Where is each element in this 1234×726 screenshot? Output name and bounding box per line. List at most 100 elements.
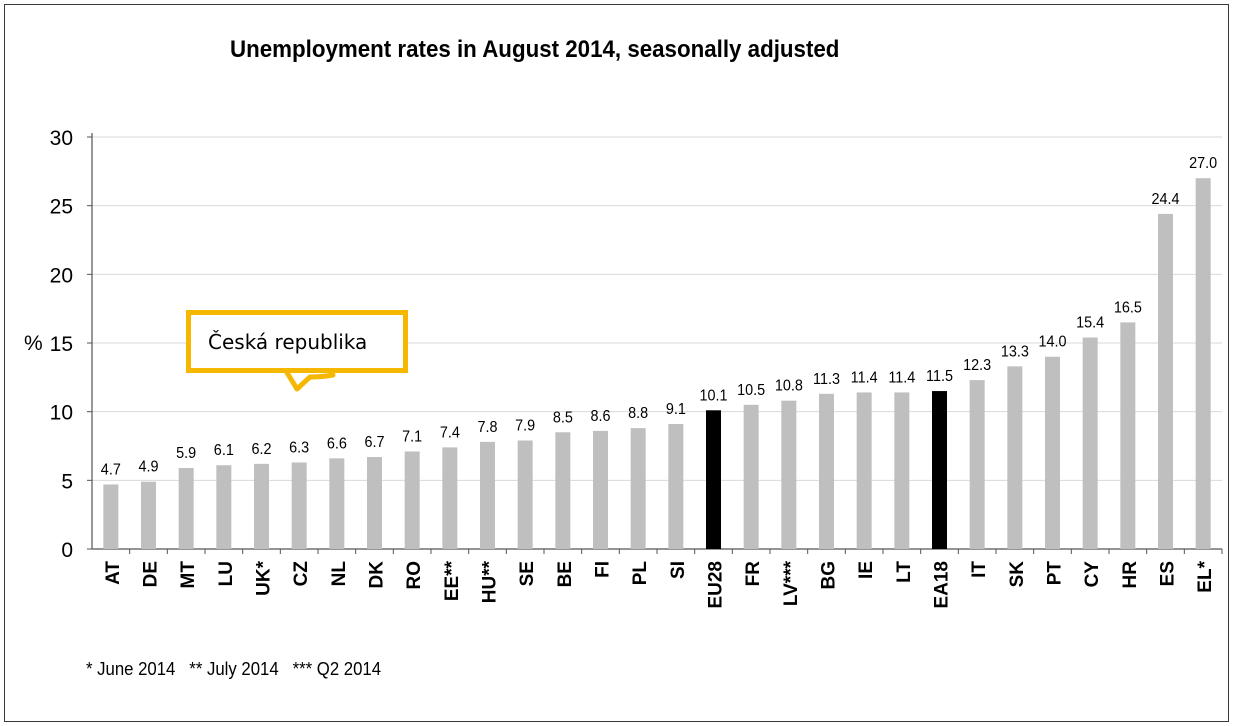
bar — [329, 458, 345, 549]
data-label: 4.9 — [138, 458, 158, 476]
x-tick-label: IT — [969, 561, 990, 578]
x-tick-label: SE — [517, 561, 538, 586]
x-tick-label: FR — [743, 561, 764, 587]
bar — [442, 447, 458, 549]
x-tick-label: NL — [329, 561, 350, 587]
data-label: 11.4 — [888, 369, 915, 387]
callout-pointer — [283, 368, 336, 392]
data-label: 16.5 — [1114, 299, 1142, 317]
x-tick-label: RO — [404, 561, 425, 590]
bar — [1045, 356, 1060, 549]
bar — [969, 380, 985, 549]
data-label: 12.3 — [963, 356, 991, 374]
bar — [1007, 366, 1023, 549]
data-label: 6.6 — [327, 435, 347, 453]
bar — [706, 410, 721, 549]
y-tick-label: 25 — [50, 196, 73, 219]
bar — [668, 424, 684, 549]
bar — [630, 428, 646, 549]
data-label: 6.7 — [364, 433, 384, 451]
data-label: 4.7 — [101, 461, 121, 479]
x-tick-label: DK — [367, 561, 388, 589]
x-tick-label: FI — [593, 561, 614, 578]
bar — [555, 432, 571, 549]
bar — [1195, 178, 1211, 549]
x-tick-label: UK* — [254, 560, 275, 595]
bar — [517, 440, 533, 549]
x-tick-label: CY — [1082, 561, 1103, 588]
footnote: * June 2014 ** July 2014 *** Q2 2014 — [86, 659, 382, 679]
x-tick-label: BG — [819, 561, 840, 590]
data-label: 10.5 — [737, 381, 765, 399]
bar — [291, 462, 307, 549]
x-tick-label: MT — [178, 561, 199, 589]
x-tick-label: IE — [856, 561, 877, 579]
y-tick-label: 10 — [50, 402, 73, 425]
bar — [856, 392, 872, 549]
data-label: 14.0 — [1038, 333, 1066, 351]
bar — [367, 456, 382, 549]
bar — [593, 430, 608, 549]
data-label: 24.4 — [1151, 190, 1180, 208]
data-label: 5.9 — [176, 444, 196, 462]
x-tick-label: PT — [1045, 561, 1066, 586]
x-tick-label: BE — [555, 561, 576, 587]
x-tick-label: HR — [1120, 561, 1141, 589]
data-label: 13.3 — [1001, 343, 1029, 361]
data-label: 6.2 — [251, 440, 271, 458]
data-label: 11.3 — [813, 370, 840, 388]
bar — [932, 391, 947, 549]
cz-callout: Česká republika — [186, 310, 408, 373]
bar — [781, 400, 797, 549]
data-label: 10.1 — [699, 387, 727, 405]
x-tick-label: HU** — [480, 560, 501, 603]
x-tick-label: AT — [103, 561, 124, 585]
bar — [894, 392, 910, 549]
data-label: 9.1 — [666, 400, 686, 418]
x-tick-label: ES — [1158, 561, 1179, 586]
data-label: 10.8 — [775, 377, 803, 395]
bar — [404, 451, 420, 549]
bar — [1120, 322, 1136, 549]
data-label: 27.0 — [1189, 155, 1217, 173]
x-tick-label: DE — [141, 561, 162, 587]
bar — [178, 467, 194, 549]
data-label: 7.1 — [402, 428, 422, 446]
y-tick-label: 30 — [50, 127, 73, 150]
y-tick-label: 5 — [61, 470, 73, 493]
bar — [216, 465, 232, 549]
x-tick-label: EU28 — [706, 561, 727, 609]
data-label: 6.3 — [289, 439, 309, 457]
data-label: 8.8 — [628, 404, 648, 422]
x-tick-label: SI — [668, 561, 689, 579]
y-tick-label: 0 — [61, 539, 73, 562]
data-label: 7.8 — [477, 418, 497, 436]
bar — [1158, 213, 1173, 549]
x-tick-label: EL* — [1195, 560, 1216, 592]
y-axis-label: % — [24, 332, 43, 355]
x-tick-label: LT — [894, 561, 915, 583]
bar — [480, 441, 495, 549]
data-label: 11.4 — [851, 369, 878, 387]
y-tick-label: 20 — [50, 264, 73, 287]
data-label: 8.6 — [590, 407, 610, 425]
bar — [743, 404, 759, 549]
chart-title: Unemployment rates in August 2014, seaso… — [230, 36, 840, 63]
data-label: 11.5 — [926, 367, 953, 385]
y-tick-label: 15 — [50, 333, 73, 356]
data-label: 7.4 — [440, 424, 461, 442]
x-tick-label: SK — [1007, 561, 1028, 588]
data-label: 7.9 — [515, 417, 535, 435]
data-label: 15.4 — [1076, 314, 1105, 332]
bar — [819, 393, 834, 549]
data-label: 8.5 — [553, 409, 573, 427]
x-tick-label: EA18 — [932, 561, 953, 609]
x-tick-label: EE** — [442, 560, 463, 601]
x-tick-label: LV*** — [781, 560, 802, 606]
callout-label: Česká republika — [208, 329, 368, 354]
x-tick-label: PL — [630, 561, 651, 586]
x-tick-label: LU — [216, 561, 237, 586]
bar — [1082, 337, 1098, 549]
x-tick-label: CZ — [291, 561, 312, 587]
